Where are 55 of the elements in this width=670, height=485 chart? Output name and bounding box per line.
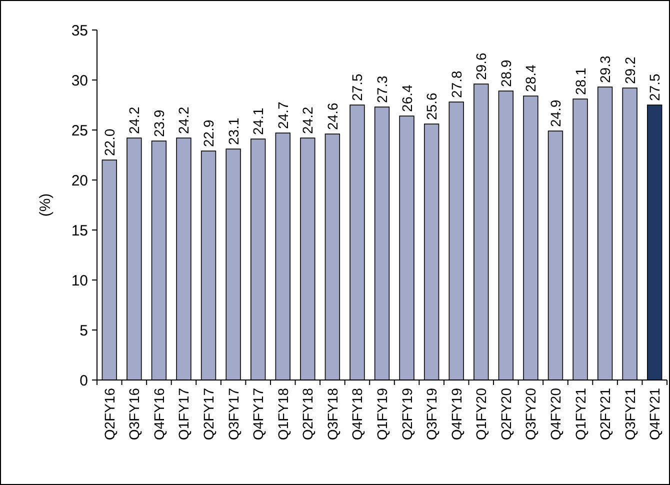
- x-tick-label: Q1FY20: [473, 388, 490, 440]
- x-tick-label: Q4FY19: [448, 388, 464, 440]
- data-label: 29.3: [597, 56, 614, 83]
- data-label: 28.1: [572, 68, 588, 95]
- x-tick-label: Q2FY21: [597, 388, 614, 440]
- y-tick-label: 30: [71, 72, 88, 90]
- data-label: 24.9: [547, 100, 564, 127]
- data-label: 24.1: [250, 108, 266, 135]
- data-label: 23.9: [150, 110, 167, 137]
- x-tick-label: Q2FY19: [398, 388, 415, 440]
- y-tick-label: 5: [80, 322, 88, 340]
- x-tick-label: Q3FY21: [622, 388, 638, 440]
- data-label: 28.9: [498, 60, 514, 87]
- x-tick-label: Q1FY17: [176, 388, 192, 440]
- x-tick-label: Q3FY18: [324, 388, 340, 440]
- x-tick-label: Q4FY16: [150, 388, 167, 440]
- x-tick-label: Q2FY17: [200, 388, 217, 440]
- data-label: 27.5: [646, 74, 663, 101]
- data-label: 22.9: [200, 120, 217, 147]
- y-tick-label: 15: [71, 222, 88, 240]
- data-label: 29.2: [622, 56, 638, 84]
- data-label: 23.1: [225, 118, 242, 145]
- x-tick-label: Q3FY20: [522, 388, 539, 440]
- data-label: 27.5: [349, 74, 366, 101]
- x-tick-label: Q2FY20: [498, 388, 514, 440]
- x-tick-label: Q2FY18: [300, 388, 316, 440]
- x-tick-label: Q1FY21: [572, 388, 588, 440]
- data-label: 24.6: [324, 102, 340, 130]
- y-axis-title: (%): [37, 193, 54, 217]
- data-label: 27.8: [448, 70, 464, 98]
- data-label: 26.4: [398, 84, 415, 112]
- x-tick-label: Q4FY17: [250, 388, 266, 440]
- data-label: 29.6: [473, 52, 490, 80]
- x-tick-label: Q2FY16: [101, 388, 118, 440]
- x-tick-label: Q4FY21: [646, 388, 663, 440]
- y-tick-label: 10: [71, 272, 88, 290]
- data-label: 24.2: [176, 106, 192, 134]
- x-tick-label: Q4FY20: [547, 388, 564, 440]
- x-tick-label: Q1FY19: [374, 388, 390, 440]
- data-label: 24.2: [126, 106, 142, 134]
- y-tick-label: 35: [71, 22, 88, 40]
- data-label: 22.0: [101, 128, 118, 156]
- data-label: 24.7: [274, 102, 291, 129]
- x-tick-label: Q3FY19: [424, 388, 440, 440]
- data-label: 24.2: [300, 106, 316, 134]
- x-tick-label: Q4FY18: [349, 388, 366, 440]
- y-tick-label: 0: [80, 372, 88, 390]
- data-label: 28.4: [522, 64, 539, 92]
- x-tick-label: Q3FY17: [225, 388, 242, 440]
- data-label: 25.6: [424, 92, 440, 120]
- x-tick-label: Q3FY16: [126, 388, 142, 440]
- data-label: 27.3: [374, 76, 390, 103]
- y-tick-label: 20: [71, 172, 88, 190]
- y-tick-label: 25: [71, 122, 88, 140]
- x-tick-label: Q1FY18: [274, 388, 291, 440]
